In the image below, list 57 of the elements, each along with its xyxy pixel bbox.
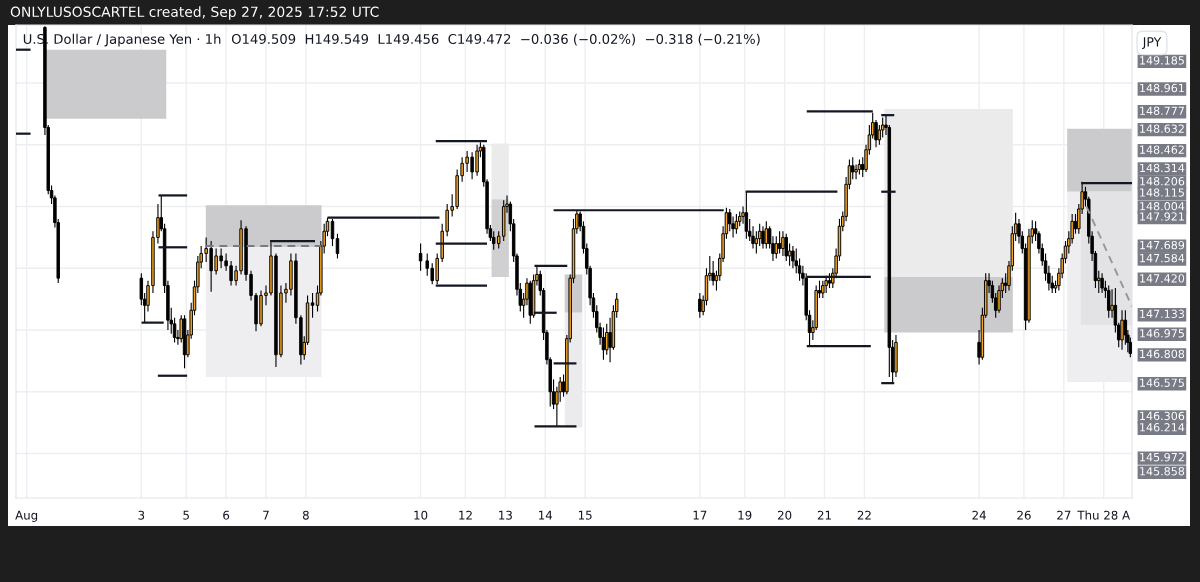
y-tick-label: 146.808 bbox=[1140, 349, 1185, 359]
x-tick-label: Thu 28 A bbox=[1077, 510, 1131, 520]
candlestick bbox=[784, 233, 788, 262]
x-tick-label: 26 bbox=[1017, 510, 1031, 520]
y-tick-label: 148.777 bbox=[1140, 106, 1184, 115]
candlestick bbox=[774, 235, 779, 259]
x-tick-label: 14 bbox=[539, 510, 553, 520]
x-tick-label: 19 bbox=[738, 510, 752, 520]
text: ONLYLUSOSCARTEL created, Sep 27, 2025 17:52 UTC bbox=[10, 6, 379, 20]
y-tick-label: 146.306 bbox=[1140, 411, 1185, 421]
y-tick-label: 147.133 bbox=[1140, 309, 1184, 318]
y-tick-label: 148.314 bbox=[1140, 163, 1185, 173]
candlestick bbox=[791, 245, 795, 269]
x-tick-label: 17 bbox=[693, 510, 707, 520]
x-tick-label: 12 bbox=[459, 510, 472, 520]
x-tick-label: 7 bbox=[263, 510, 269, 520]
y-tick-label: 148.004 bbox=[1140, 202, 1185, 211]
y-tick-label: 145.972 bbox=[1140, 452, 1184, 462]
x-tick-label: 21 bbox=[817, 510, 831, 520]
candlestick bbox=[777, 230, 782, 255]
y-tick-label: 147.420 bbox=[1140, 274, 1185, 283]
candlestick bbox=[711, 260, 715, 287]
x-tick-label: 13 bbox=[499, 510, 512, 520]
candlestick bbox=[764, 220, 769, 250]
y-tick-label: 146.975 bbox=[1140, 329, 1184, 338]
x-tick-label: 10 bbox=[414, 510, 428, 520]
x-tick-label: 15 bbox=[578, 510, 592, 520]
x-tick-label: Aug bbox=[15, 510, 38, 522]
y-tick-label: 148.632 bbox=[1140, 124, 1184, 133]
y-tick-label: 147.689 bbox=[1140, 240, 1185, 250]
y-axis-title: JPY bbox=[1142, 37, 1162, 49]
y-tick-label: 146.214 bbox=[1140, 423, 1185, 432]
x-tick-label: 6 bbox=[223, 510, 230, 520]
candlestick bbox=[744, 191, 749, 240]
x-tick-label: 27 bbox=[1057, 510, 1071, 520]
y-tick-label: 148.462 bbox=[1140, 145, 1184, 154]
x-tick-label: 8 bbox=[302, 510, 309, 520]
y-tick-label: 148.115 bbox=[1140, 188, 1184, 197]
candlestick bbox=[1120, 309, 1124, 351]
candlestick bbox=[1100, 272, 1104, 294]
y-tick-label: 148.961 bbox=[1140, 83, 1184, 93]
candlestick bbox=[310, 292, 315, 319]
x-tick-label: 22 bbox=[857, 510, 871, 520]
text: O149.509 H149.549 L149.456 C149.472 −0.036 (−0.02%) −0.318 (−0.21%) bbox=[231, 33, 760, 46]
y-tick-label: 147.584 bbox=[1140, 253, 1185, 263]
y-tick-label: 146.575 bbox=[1140, 378, 1184, 387]
x-tick-label: 3 bbox=[138, 510, 145, 520]
y-tick-label: 145.858 bbox=[1140, 467, 1185, 476]
y-tick-label: 149.185 bbox=[1140, 56, 1184, 65]
y-tick-label: 148.206 bbox=[1140, 177, 1185, 186]
x-tick-label: 24 bbox=[972, 510, 986, 520]
candlestick bbox=[418, 243, 423, 272]
candlestick bbox=[1106, 285, 1111, 319]
y-tick-label: 147.921 bbox=[1140, 212, 1184, 221]
x-tick-label: 20 bbox=[777, 510, 792, 520]
candlestick bbox=[854, 163, 858, 180]
x-tick-label: 5 bbox=[183, 510, 189, 520]
